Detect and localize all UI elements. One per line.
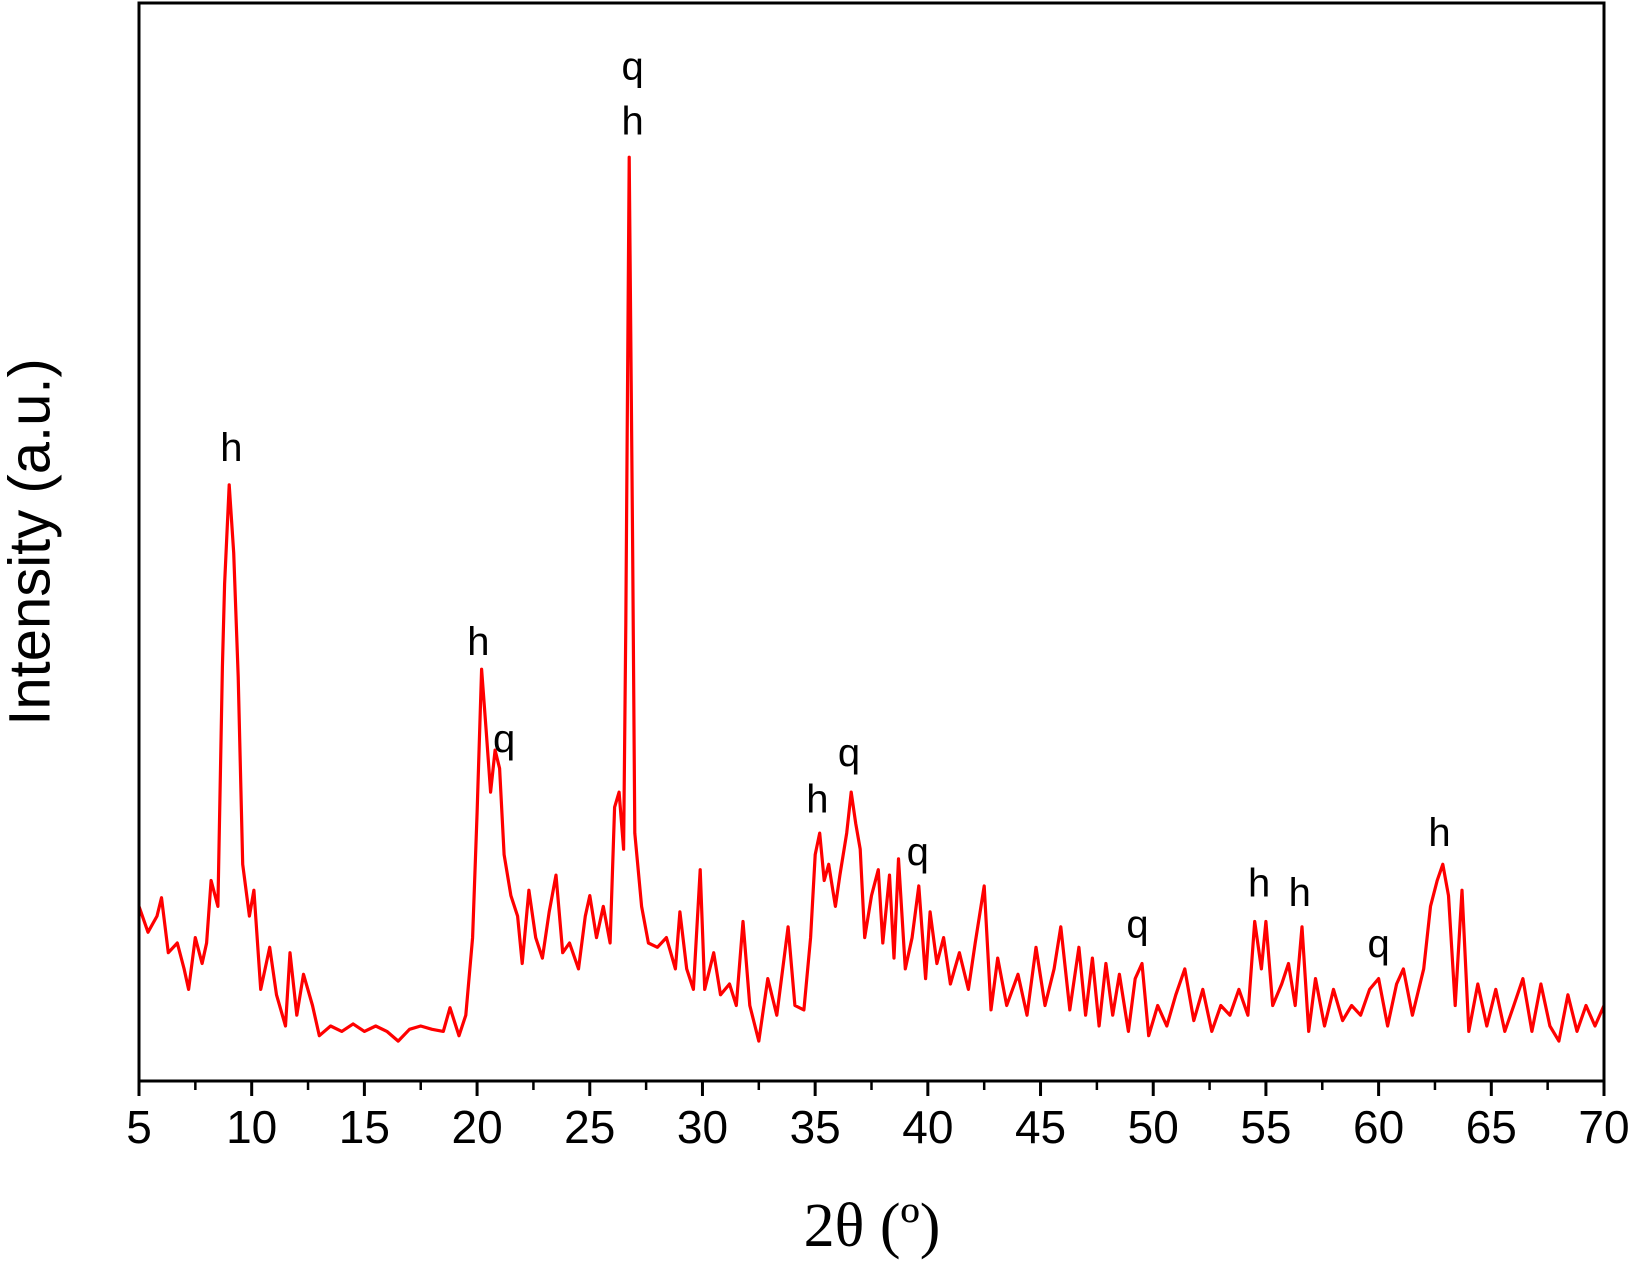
x-axis-label: 2θ (º): [804, 1192, 941, 1260]
peak-label: q: [907, 830, 929, 874]
peak-label: h: [220, 426, 242, 470]
x-tick-label: 65: [1466, 1101, 1517, 1153]
data-line: [137, 155, 1606, 1043]
x-tick-label: 45: [1015, 1101, 1066, 1153]
x-tick-label: 10: [226, 1101, 277, 1153]
x-tick-label: 50: [1128, 1101, 1179, 1153]
x-tick-label: 60: [1353, 1101, 1404, 1153]
peak-label: h: [467, 620, 489, 664]
peak-label: q: [621, 44, 643, 88]
peak-label: q: [1367, 922, 1389, 966]
x-tick-label: 5: [126, 1101, 152, 1153]
x-tick-label: 20: [451, 1101, 502, 1153]
x-tick-label: 30: [677, 1101, 728, 1153]
peak-label: h: [806, 777, 828, 821]
x-tick-label: 25: [564, 1101, 615, 1153]
x-tick-label: 55: [1240, 1101, 1291, 1153]
x-tick-label: 35: [790, 1101, 841, 1153]
peak-label: h: [1289, 871, 1311, 915]
x-tick-label: 15: [339, 1101, 390, 1153]
y-axis-label: Intensity (a.u.): [0, 358, 62, 725]
peak-label: h: [1428, 811, 1450, 855]
peak-label: q: [1126, 902, 1148, 946]
x-tick-label: 40: [902, 1101, 953, 1153]
peak-label: h: [621, 99, 643, 143]
plot-frame: [137, 1, 1606, 1083]
peak-label: q: [493, 717, 515, 761]
x-tick-label: 70: [1578, 1101, 1629, 1153]
peak-label: h: [1248, 861, 1270, 905]
peak-label: q: [838, 731, 860, 775]
